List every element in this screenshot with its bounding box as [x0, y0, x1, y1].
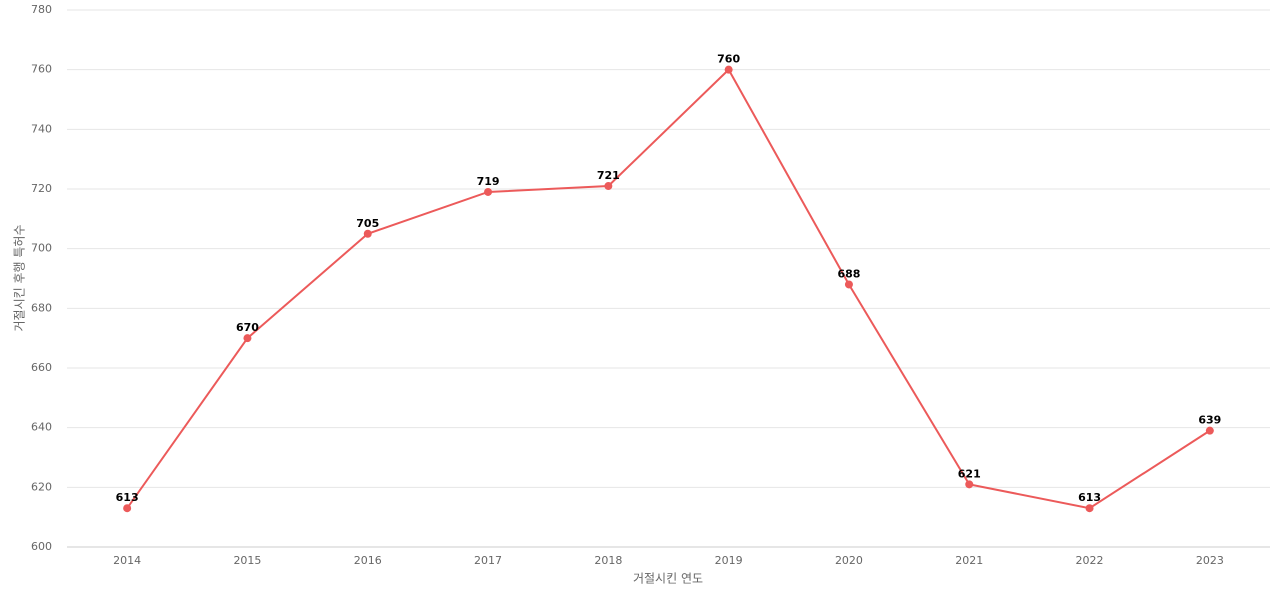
x-tick-label: 2015	[233, 554, 261, 567]
y-tick-label: 600	[31, 540, 52, 553]
point	[363, 229, 372, 238]
x-tick-label: 2016	[354, 554, 382, 567]
point	[1205, 426, 1214, 435]
x-axis-label: 거절시킨 연도	[633, 572, 703, 586]
x-tick-label: 2020	[835, 554, 863, 567]
y-tick-label: 620	[31, 480, 52, 493]
y-tick-label: 720	[31, 182, 52, 195]
line	[126, 68, 1211, 510]
x-tick-label: 2017	[474, 554, 502, 567]
point	[1085, 504, 1094, 513]
x-tick-label: 2021	[955, 554, 983, 567]
point	[844, 280, 853, 289]
value-label: 613	[116, 491, 139, 504]
y-tick-label: 780	[31, 3, 52, 16]
x-tick-label: 2014	[113, 554, 141, 567]
value-label: 721	[597, 169, 620, 182]
value-label: 613	[1078, 491, 1101, 504]
point	[123, 504, 132, 513]
x-tick-label: 2019	[715, 554, 743, 567]
y-tick-label: 740	[31, 122, 52, 135]
point	[604, 182, 613, 191]
y-tick-label: 760	[31, 63, 52, 76]
value-label: 688	[837, 267, 860, 280]
point	[243, 334, 252, 343]
point	[724, 65, 733, 74]
value-label: 719	[477, 175, 500, 188]
value-label: 705	[356, 217, 379, 230]
value-label: 639	[1198, 414, 1221, 427]
y-tick-label: 700	[31, 242, 52, 255]
x-tick-label: 2023	[1196, 554, 1224, 567]
value-label: 670	[236, 321, 259, 334]
y-tick-label: 680	[31, 301, 52, 314]
y-tick-label: 660	[31, 361, 52, 374]
y-tick-label: 640	[31, 421, 52, 434]
x-tick-label: 2018	[594, 554, 622, 567]
value-label: 760	[717, 53, 740, 66]
point	[484, 187, 493, 196]
value-label: 621	[958, 467, 981, 480]
y-axis-label: 거절시킨 후행 특허수	[12, 225, 27, 332]
x-tick-label: 2022	[1076, 554, 1104, 567]
point	[965, 480, 974, 489]
